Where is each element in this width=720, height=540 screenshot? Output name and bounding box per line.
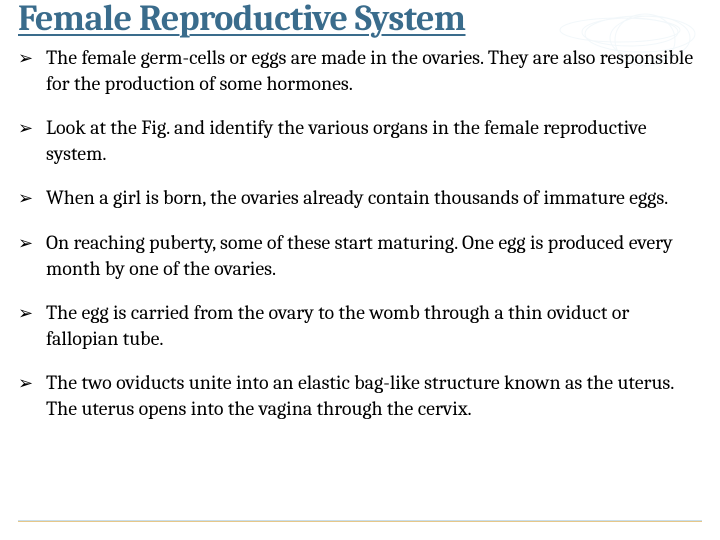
list-item: ➢ On reaching puberty, some of these sta…: [18, 230, 702, 282]
bullet-marker: ➢: [18, 115, 46, 142]
bullet-list: ➢ The female germ-cells or eggs are made…: [18, 45, 702, 422]
bottom-divider: [18, 520, 702, 522]
bullet-marker: ➢: [18, 370, 46, 397]
list-item: ➢ The two oviducts unite into an elastic…: [18, 370, 702, 422]
bullet-text: On reaching puberty, some of these start…: [46, 230, 702, 282]
list-item: ➢ Look at the Fig. and identify the vari…: [18, 115, 702, 167]
bullet-text: The female germ-cells or eggs are made i…: [46, 45, 702, 97]
page-title: Female Reproductive System: [18, 0, 702, 39]
list-item: ➢ The egg is carried from the ovary to t…: [18, 300, 702, 352]
bullet-text: The egg is carried from the ovary to the…: [46, 300, 702, 352]
bullet-marker: ➢: [18, 230, 46, 257]
bullet-text: When a girl is born, the ovaries already…: [46, 185, 702, 211]
list-item: ➢ The female germ-cells or eggs are made…: [18, 45, 702, 97]
slide: Female Reproductive System ➢ The female …: [0, 0, 720, 538]
bullet-text: The two oviducts unite into an elastic b…: [46, 370, 702, 422]
bullet-marker: ➢: [18, 45, 46, 72]
list-item: ➢ When a girl is born, the ovaries alrea…: [18, 185, 702, 212]
bullet-text: Look at the Fig. and identify the variou…: [46, 115, 702, 167]
bullet-marker: ➢: [18, 185, 46, 212]
bullet-marker: ➢: [18, 300, 46, 327]
